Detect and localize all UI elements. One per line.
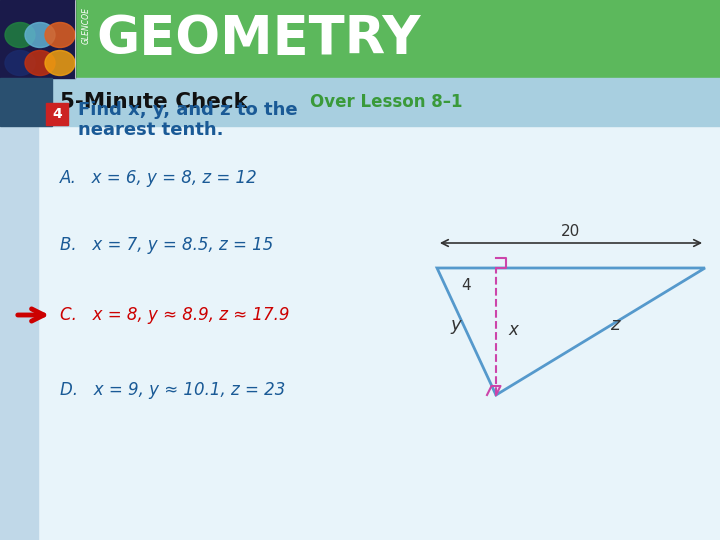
- Text: GEOMETRY: GEOMETRY: [96, 13, 420, 65]
- Bar: [46, 103, 68, 125]
- Text: D.   x = 9, y ≈ 10.1, z = 23: D. x = 9, y ≈ 10.1, z = 23: [60, 381, 285, 399]
- Text: A.   x = 6, y = 8, z = 12: A. x = 6, y = 8, z = 12: [60, 169, 258, 187]
- Text: GLENCOE: GLENCOE: [82, 6, 91, 44]
- Text: 4: 4: [52, 107, 62, 121]
- Text: z: z: [611, 316, 620, 334]
- Text: y: y: [451, 316, 462, 334]
- Ellipse shape: [5, 23, 35, 48]
- Text: B.   x = 7, y = 8.5, z = 15: B. x = 7, y = 8.5, z = 15: [60, 236, 274, 254]
- Ellipse shape: [25, 23, 55, 48]
- Bar: [0, 126, 38, 540]
- Bar: [0, 78, 52, 126]
- Text: x: x: [508, 321, 518, 339]
- Ellipse shape: [5, 51, 35, 76]
- Text: Find x, y, and z to the: Find x, y, and z to the: [78, 101, 297, 119]
- Ellipse shape: [45, 51, 75, 76]
- Text: C.   x = 8, y ≈ 8.9, z ≈ 17.9: C. x = 8, y ≈ 8.9, z ≈ 17.9: [60, 306, 289, 324]
- Bar: [0, 0, 720, 78]
- Text: 5-Minute Check: 5-Minute Check: [60, 92, 248, 112]
- Ellipse shape: [45, 23, 75, 48]
- Bar: [0, 0, 75, 78]
- Text: Over Lesson 8–1: Over Lesson 8–1: [310, 93, 462, 111]
- Text: 4: 4: [462, 278, 471, 293]
- Text: 20: 20: [562, 224, 580, 239]
- Text: nearest tenth.: nearest tenth.: [78, 121, 223, 139]
- Bar: [0, 78, 720, 126]
- Ellipse shape: [25, 51, 55, 76]
- Bar: [0, 126, 720, 540]
